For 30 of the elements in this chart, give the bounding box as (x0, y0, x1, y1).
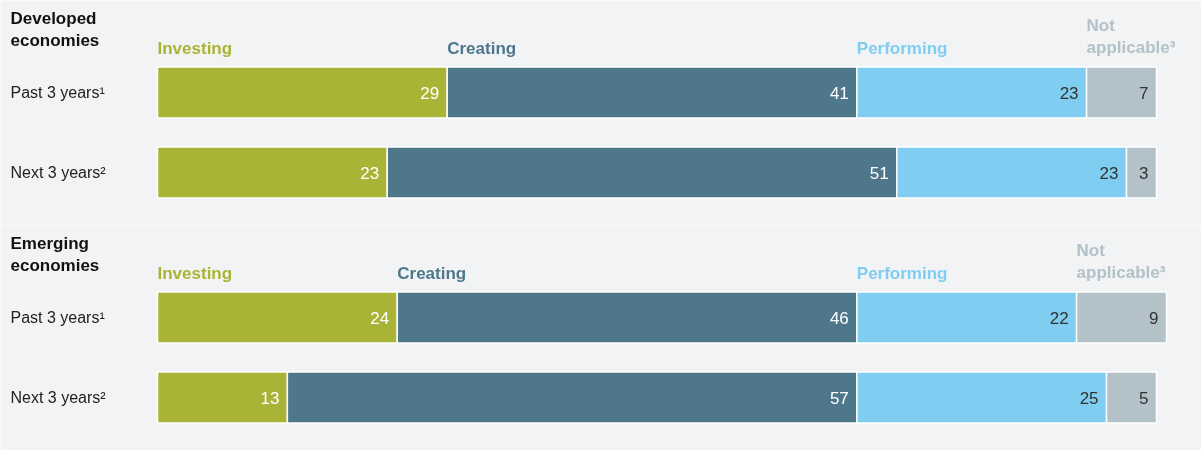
data-label: 46 (829, 308, 849, 328)
category-label: Next 3 years² (10, 164, 106, 181)
series-label: Not applicable³ (1076, 240, 1166, 283)
series-label: Not applicable³ (1086, 15, 1176, 58)
data-label: 24 (370, 308, 390, 328)
data-label: 22 (1049, 308, 1069, 328)
data-label: 41 (829, 83, 849, 103)
series-label: Investing (157, 263, 233, 283)
series-label: Performing (856, 263, 948, 283)
series-label: Creating (447, 38, 517, 58)
data-label: 5 (1139, 388, 1149, 408)
data-label: 13 (260, 388, 280, 408)
chart-title: Developed economies (10, 8, 100, 51)
series-label: Performing (856, 38, 948, 58)
data-label: 23 (1099, 163, 1119, 183)
chart-title: Emerging economies (10, 233, 100, 276)
data-label: 7 (1139, 83, 1149, 103)
data-label: 29 (420, 83, 440, 103)
data-label: 3 (1139, 163, 1149, 183)
data-label: 9 (1149, 308, 1159, 328)
category-label: Next 3 years² (10, 389, 106, 406)
series-label: Creating (397, 263, 467, 283)
data-label: 23 (1059, 83, 1079, 103)
data-label: 51 (869, 163, 889, 183)
series-label: Investing (157, 38, 233, 58)
category-label: Past 3 years¹ (10, 84, 105, 101)
category-label: Past 3 years¹ (10, 309, 105, 326)
data-label: 25 (1079, 388, 1099, 408)
data-label: 57 (829, 388, 849, 408)
data-label: 23 (360, 163, 380, 183)
